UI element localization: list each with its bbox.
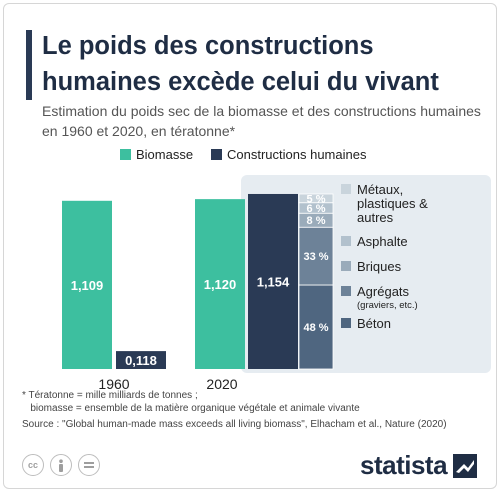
bar-1-1 xyxy=(248,193,298,369)
year-label-1: 2020 xyxy=(206,376,237,392)
breakdown-name-3: Agrégats xyxy=(357,284,410,299)
breakdown-segment-4 xyxy=(298,193,334,204)
breakdown-sub-3: (graviers, etc.) xyxy=(357,300,418,311)
bar-value-label-0-0: 1,109 xyxy=(71,278,104,293)
chart-subtitle: Estimation du poids sec de la biomasse e… xyxy=(42,103,481,139)
creative-commons-icon[interactable]: cc xyxy=(22,454,44,476)
bar-value-label-1-0: 0,118 xyxy=(125,353,157,368)
breakdown-swatch-2 xyxy=(341,261,351,271)
breakdown-label-4: 5 % xyxy=(307,193,326,205)
breakdown-swatch-1 xyxy=(341,236,351,246)
legend-label-1: Constructions humaines xyxy=(227,147,367,162)
breakdown-swatch-0 xyxy=(341,184,351,194)
breakdown-label-1: 33 % xyxy=(303,251,328,263)
footnote: * Tératonne = mille milliards de tonnes … xyxy=(22,389,492,431)
bar-chart: Biomasse Constructions humaines 1,109 1,120… xyxy=(62,147,491,392)
bar-0-1 xyxy=(195,199,245,369)
source-text: Source : "Global human-made mass exceeds… xyxy=(22,419,447,430)
breakdown-name-4: Béton xyxy=(357,316,391,331)
footnote-line-1: * Tératonne = mille milliards de tonnes … xyxy=(22,390,198,401)
license-icons: cc xyxy=(22,454,100,476)
statista-brand[interactable]: statista xyxy=(360,450,478,481)
breakdown-segment-0 xyxy=(298,284,334,370)
breakdown-name-0-line-0: Métaux, xyxy=(357,182,403,197)
infographic-card: Le poids des constructions humaines excè… xyxy=(3,3,497,489)
breakdown-name-0-line-2: autres xyxy=(357,210,394,225)
breakdown-name-0-line-1: plastiques & xyxy=(357,196,428,211)
legend-label-0: Biomasse xyxy=(136,147,193,162)
breakdown-name-2: Briques xyxy=(357,259,402,274)
breakdown-label-3: 6 % xyxy=(307,203,326,215)
breakdown-swatch-3 xyxy=(341,286,351,296)
no-derivatives-icon[interactable] xyxy=(78,454,100,476)
brand-name: statista xyxy=(360,450,448,480)
footnote-line-2: biomasse = ensemble de la matière organi… xyxy=(22,403,360,414)
legend-swatch-1 xyxy=(211,149,222,160)
attribution-icon[interactable] xyxy=(50,454,72,476)
bar-value-label-1-1: 1,154 xyxy=(257,274,290,289)
legend-swatch-0 xyxy=(120,149,131,160)
bar-0-0 xyxy=(62,200,112,369)
title-accent-bar xyxy=(26,30,32,100)
chart-title: Le poids des constructions humaines excè… xyxy=(42,32,439,96)
breakdown-name-1: Asphalte xyxy=(357,234,408,249)
bar-value-label-0-1: 1,120 xyxy=(204,277,237,292)
year-label-0: 1960 xyxy=(98,376,129,392)
breakdown-label-2: 8 % xyxy=(307,215,326,227)
breakdown-swatch-4 xyxy=(341,318,351,328)
bar-1-0 xyxy=(116,351,166,369)
breakdown-label-0: 48 % xyxy=(303,322,328,334)
statista-logo-icon xyxy=(453,453,478,478)
